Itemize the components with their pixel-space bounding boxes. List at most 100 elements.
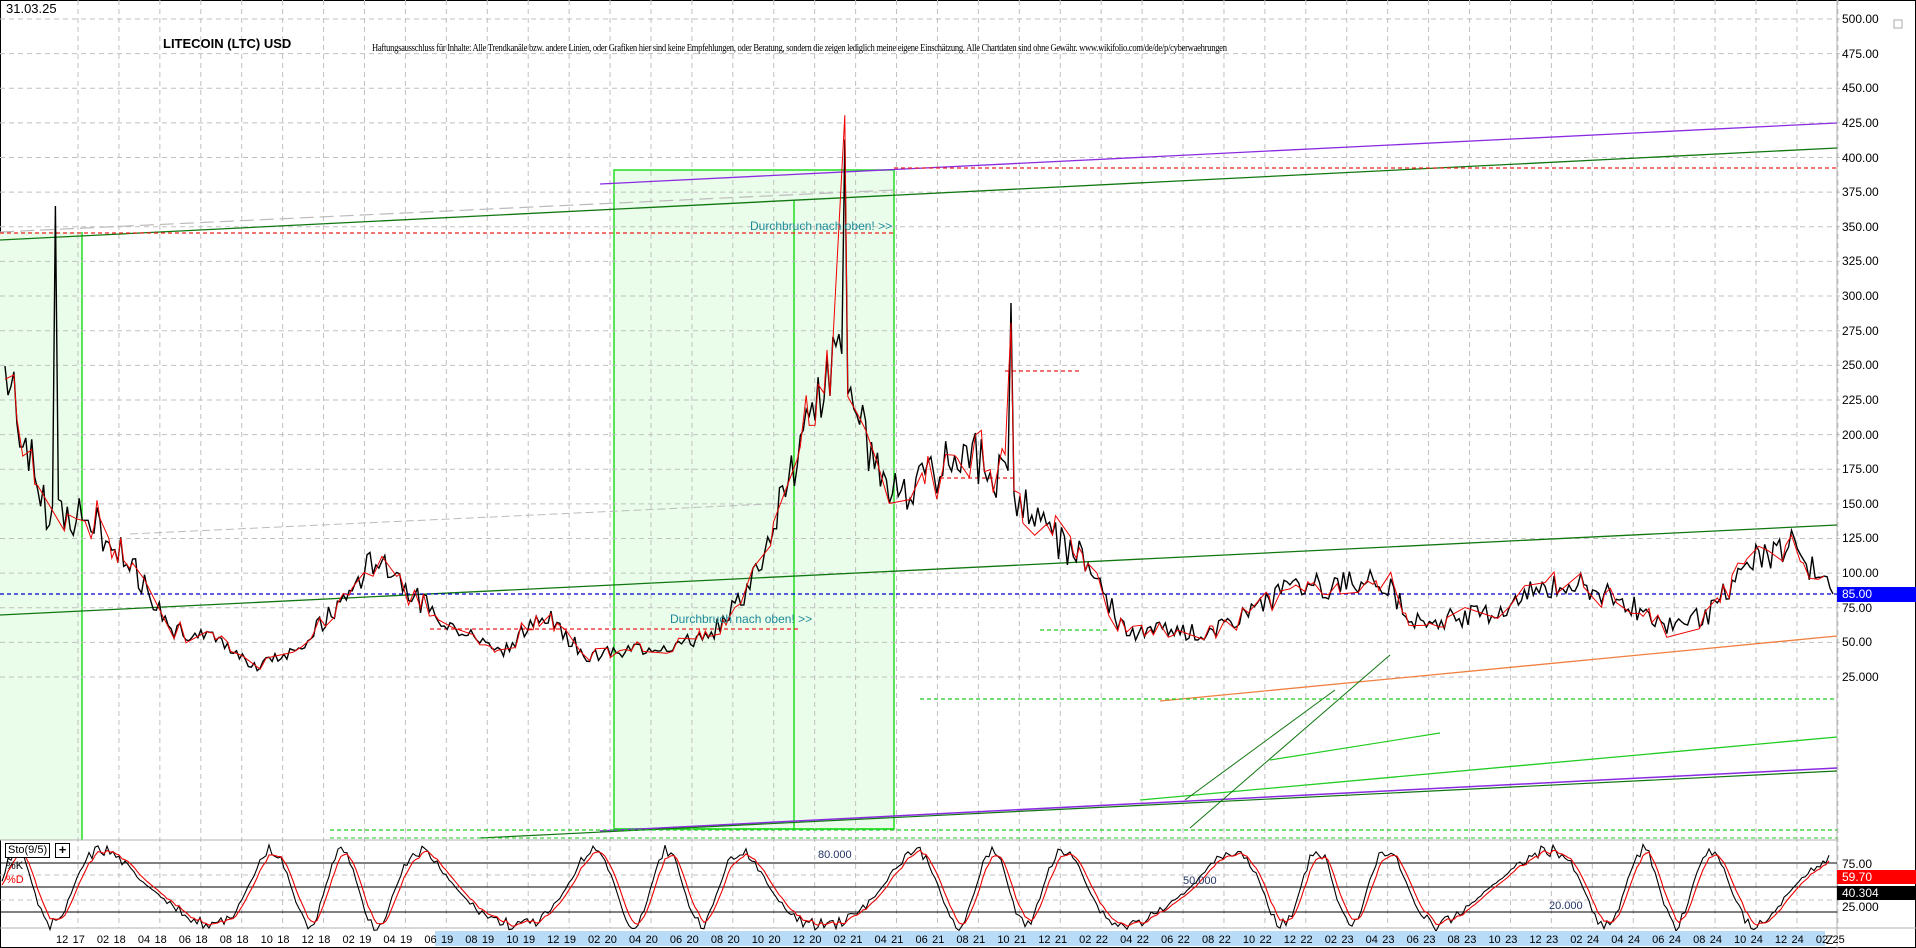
trend-lower-purple (599, 767, 1838, 832)
price-tick-label: 150.00 (1842, 496, 1879, 511)
date-label: 31.03.25 (6, 1, 57, 16)
time-tick-label: 12 22 (1283, 934, 1313, 946)
price-tick-label: 400.00 (1842, 150, 1879, 165)
price-tick-label: 25.000 (1842, 670, 1879, 685)
time-tick-label: 06 22 (1161, 934, 1190, 946)
time-tick-label: 04 21 (874, 934, 904, 946)
stochastic-level-20: 20.000 (1549, 900, 1583, 912)
stochastic-k-value: 59.70 (1837, 870, 1916, 884)
time-tick-label: 10 21 (997, 934, 1027, 946)
time-tick-label: 02 22 (1079, 934, 1109, 946)
time-tick-label: 02 24 (1570, 934, 1600, 946)
price-tick-label: 50.00 (1842, 635, 1873, 650)
x-axis-selection[interactable] (435, 931, 1825, 946)
horizontal-grid (0, 18, 1840, 901)
price-tick-label: 100.00 (1842, 566, 1879, 581)
time-tick-label: 08 18 (219, 934, 249, 946)
shade-2020 (613, 169, 895, 830)
price-tick-label: 175.00 (1842, 462, 1879, 477)
time-tick-label: 08 24 (1693, 934, 1722, 946)
time-tick-label: 12 24 (1774, 934, 1804, 946)
price-tick-label: 375.00 (1842, 185, 1879, 200)
time-tick-label: 10 20 (751, 934, 781, 946)
stochastic-axis-25: 25.000 (1842, 900, 1879, 914)
collapse-icon[interactable] (1893, 19, 1903, 29)
stochastic-d-value: 40.304 (1837, 886, 1916, 900)
stochastic-d-legend: %D (6, 874, 24, 886)
time-tick-label: 10 23 (1488, 934, 1518, 946)
price-tick-label: 325.00 (1842, 254, 1879, 269)
time-tick-label: 02 19 (342, 934, 372, 946)
time-tick-label: 06 24 (1652, 934, 1682, 946)
trend-grey-upper (0, 189, 895, 233)
price-tick-label: 250.00 (1842, 358, 1879, 373)
stochastic-d-line (1, 849, 1830, 927)
annotation-breakout-2020: Durchbruch nach oben! >> (670, 612, 813, 626)
stochastic-k-line (1, 842, 1830, 933)
stochastic-level-50: 50.000 (1183, 875, 1217, 887)
price-tick-label: 475.00 (1842, 46, 1879, 61)
time-tick-label: 04 23 (1365, 934, 1395, 946)
price-tick-label: 125.00 (1842, 531, 1879, 546)
channel-2023-a (1189, 654, 1391, 829)
time-tick-label: 06 21 (915, 934, 945, 946)
shade-2017 (0, 232, 82, 840)
price-series-down (4, 115, 1825, 670)
price-tick-label: 225.00 (1842, 392, 1879, 407)
price-tick-label: 75.00 (1842, 600, 1873, 615)
time-tick-label: 12 18 (301, 934, 331, 946)
time-tick-label: 06 20 (669, 934, 699, 946)
price-tick-label: 500.00 (1842, 12, 1879, 26)
time-tick-label: 12 20 (792, 934, 822, 946)
price-tick-label: 300.00 (1842, 289, 1879, 304)
disclaimer: Haftungsausschluss für Inhalte: Alle Tre… (372, 43, 1227, 54)
time-tick-label: 08 22 (1201, 934, 1231, 946)
add-indicator-button[interactable]: + (55, 843, 70, 858)
time-tick-label: 12 17 (56, 934, 85, 946)
trend-orange (1159, 635, 1838, 702)
annotation-breakout-2021: Durchbruch nach oben! >> (750, 219, 893, 233)
time-tick-label: 02 18 (96, 934, 126, 946)
price-tick-label: 350.00 (1842, 219, 1879, 234)
time-tick-label: 12 19 (547, 934, 576, 946)
time-tick-label: 04 22 (1120, 934, 1149, 946)
time-tick-label: 04 19 (383, 934, 413, 946)
stochastic-axis-75: 75.00 (1842, 857, 1873, 871)
trend-mid-green (0, 524, 1838, 616)
time-tick-label: 08 19 (465, 934, 495, 946)
time-tick-label: 02 20 (588, 934, 617, 946)
trend-support-lightgreen (1139, 736, 1838, 801)
stochastic-title[interactable]: Sto(9/5) (5, 843, 51, 858)
stochastic-k-legend: %K (6, 860, 24, 872)
channel-2023-b (1184, 689, 1336, 801)
time-tick-label: 08 23 (1447, 934, 1477, 946)
current-price-badge: 85.00 (1837, 587, 1916, 602)
trend-upper-purple (599, 122, 1838, 185)
channel-2023-c (1269, 732, 1441, 761)
price-tick-label: 450.00 (1842, 81, 1879, 96)
chart-title: LITECOIN (LTC) USD (163, 36, 292, 51)
time-tick-label: 06 23 (1406, 934, 1436, 946)
time-tick-label: 02 21 (833, 934, 863, 946)
trend-lower-green (479, 770, 1838, 839)
price-tick-label: 275.00 (1842, 323, 1879, 338)
price-series (4, 139, 1834, 672)
vertical-grid (77, 0, 1839, 928)
time-tick-label: 08 20 (710, 934, 740, 946)
stochastic-level-80: 80.000 (818, 849, 852, 861)
trend-upper-green (0, 147, 1838, 241)
time-tick-label: 10 22 (1242, 934, 1272, 946)
time-tick-label: 06 18 (178, 934, 208, 946)
zoom-z-button[interactable]: Z (1826, 933, 1834, 947)
time-tick-label: 10 18 (260, 934, 290, 946)
price-tick-label: 200.00 (1842, 427, 1879, 442)
time-tick-label: 04 24 (1611, 934, 1641, 946)
time-tick-label: 12 21 (1038, 934, 1068, 946)
trend-grey-mid (129, 502, 791, 535)
time-tick-label: 02 23 (1324, 934, 1354, 946)
time-tick-label: 04 20 (628, 934, 658, 946)
time-tick-label: 02 25 (1815, 934, 1845, 946)
time-tick-label: 08 21 (956, 934, 986, 946)
price-tick-label: 425.00 (1842, 115, 1879, 130)
